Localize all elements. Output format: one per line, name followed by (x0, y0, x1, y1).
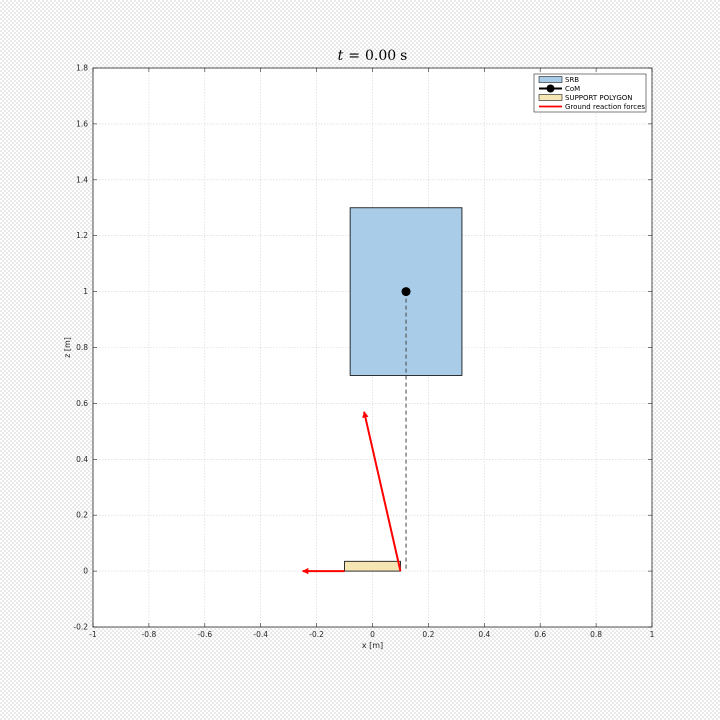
support-polygon (344, 560, 401, 572)
legend-com-marker (546, 84, 555, 93)
ticks: -1 -0.8 -0.6 -0.4 -0.2 0 0.2 0.4 0.6 0.8 1 -0.2 0 0.2… (73, 64, 654, 640)
y-tick-label: 1.4 (76, 175, 88, 184)
y-tick-label: 0.8 (76, 343, 88, 352)
legend-grf-label: Ground reaction forces (565, 103, 645, 111)
y-tick-label: 0.4 (76, 455, 88, 464)
x-tick-label: -0.6 (197, 630, 212, 639)
x-tick-label: 0 (370, 630, 375, 639)
plot-marks (301, 207, 463, 575)
y-tick-label: 1.6 (76, 119, 88, 128)
legend-support-swatch (538, 94, 563, 101)
chart-title: t = 0.00 s (338, 48, 408, 64)
x-tick-label: 0.8 (590, 630, 602, 639)
com-point (401, 287, 411, 297)
y-tick-label: 0 (83, 567, 88, 576)
y-tick-label: 1.8 (76, 64, 88, 73)
title-variable: t (338, 48, 344, 64)
y-axis-label: z [m] (63, 337, 72, 358)
y-tick-label: 1.2 (76, 231, 88, 240)
legend: SRB CoM SUPPORT POLYGON Ground reaction … (533, 73, 647, 113)
title-operator: = (348, 48, 360, 64)
y-tick-label: 0.2 (76, 511, 88, 520)
x-tick-label: 0.2 (422, 630, 434, 639)
axes-frame (92, 67, 653, 628)
title-unit: s (400, 48, 407, 64)
legend-support-label: SUPPORT POLYGON (565, 94, 633, 102)
title-value: 0.00 (365, 48, 396, 64)
x-tick-label: 0.4 (478, 630, 490, 639)
x-axis-label: x [m] (362, 641, 383, 650)
y-tick-label: 1 (83, 287, 88, 296)
x-tick-label: -1 (89, 630, 97, 639)
ground-reaction-force-arrow (362, 411, 402, 572)
x-tick-label: -0.4 (253, 630, 268, 639)
legend-srb-label: SRB (565, 76, 579, 84)
x-tick-label: -0.8 (142, 630, 157, 639)
legend-srb-swatch (538, 76, 563, 83)
legend-com-label: CoM (565, 85, 580, 93)
x-tick-label: 0.6 (534, 630, 546, 639)
y-tick-label: 0.6 (76, 399, 88, 408)
x-tick-label: 1 (650, 630, 655, 639)
x-tick-label: -0.2 (309, 630, 324, 639)
y-tick-label: -0.2 (73, 623, 88, 632)
